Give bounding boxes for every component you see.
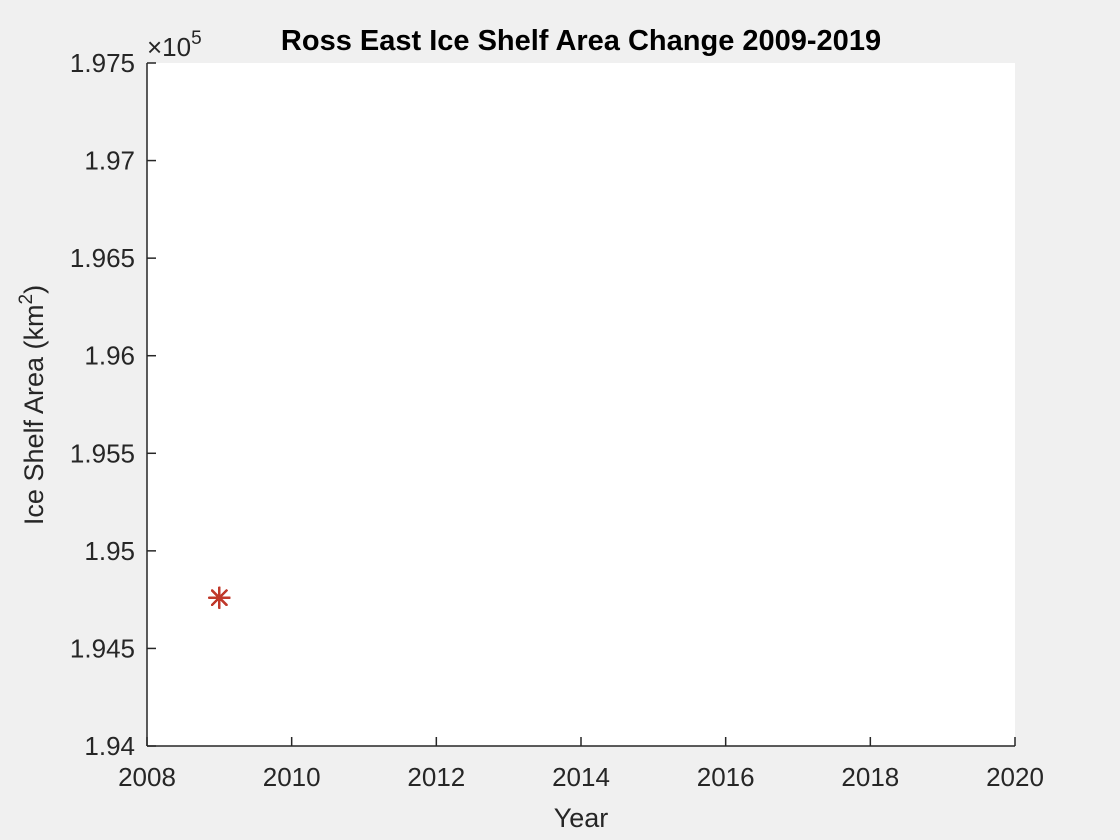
x-tick-label: 2020 [986, 762, 1044, 792]
y-tick-label: 1.95 [84, 536, 135, 566]
x-axis-ticks: 2008 2010 2012 2014 2016 2018 2020 [118, 737, 1044, 792]
y-tick-label: 1.96 [84, 341, 135, 371]
chart-title: Ross East Ice Shelf Area Change 2009-201… [281, 25, 881, 57]
y-tick-label: 1.945 [70, 633, 135, 663]
y-axis-title: Ice Shelf Area (km2) [16, 285, 49, 525]
x-tick-label: 2012 [407, 762, 465, 792]
x-tick-label: 2010 [263, 762, 321, 792]
y-tick-label: 1.955 [70, 438, 135, 468]
plot-marks [208, 586, 231, 609]
x-tick-label: 2008 [118, 762, 176, 792]
y-tick-label: 1.965 [70, 243, 135, 273]
x-tick-label: 2018 [841, 762, 899, 792]
axes-background [147, 63, 1015, 746]
data-point [208, 586, 231, 609]
x-tick-label: 2016 [697, 762, 755, 792]
y-tick-label: 1.94 [84, 731, 135, 761]
y-tick-label: 1.97 [84, 146, 135, 176]
x-axis-title: Year [554, 803, 609, 833]
y-exponent-label: ×105 [147, 28, 202, 62]
y-axis-ticks: 1.94 1.945 1.95 1.955 1.96 1.965 1.97 1.975 [70, 48, 156, 761]
y-tick-label: 1.975 [70, 48, 135, 78]
x-tick-label: 2014 [552, 762, 610, 792]
